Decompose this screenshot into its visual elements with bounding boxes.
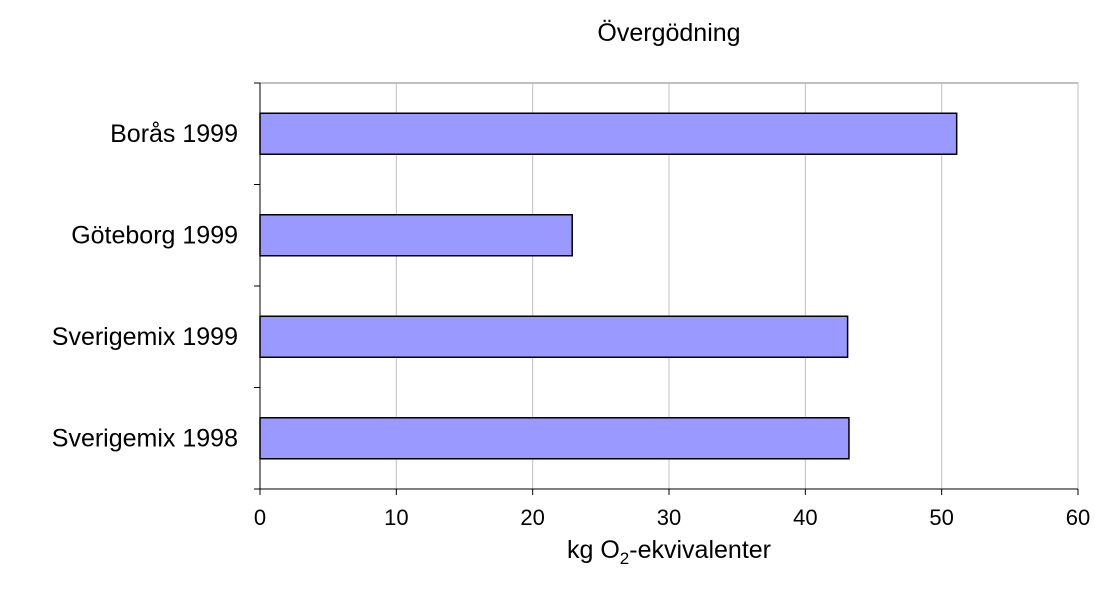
x-tick-label-20: 20 [520, 505, 544, 530]
bar-2 [259, 315, 849, 358]
x-axis-label: kg O2-ekvivalenter [567, 536, 771, 568]
category-label-2: Sverigemix 1999 [52, 323, 238, 351]
bar-0 [259, 112, 958, 155]
x-axis-label-suffix: -ekvivalenter [629, 536, 771, 564]
x-tick-label-40: 40 [793, 505, 817, 530]
bar-1 [259, 214, 573, 257]
x-tick-label-50: 50 [929, 505, 953, 530]
category-label-3: Sverigemix 1998 [52, 424, 238, 452]
category-label-1: Göteborg 1999 [71, 221, 238, 249]
x-tick-label-10: 10 [384, 505, 408, 530]
bar-3 [259, 417, 850, 460]
x-axis-label-subscript: 2 [620, 549, 629, 568]
x-tick-label-60: 60 [1066, 505, 1090, 530]
x-tick-label-0: 0 [254, 505, 266, 530]
x-tick-label-30: 30 [657, 505, 681, 530]
category-label-0: Borås 1999 [110, 120, 238, 148]
x-axis-label-prefix: kg O [567, 536, 620, 564]
chart-title: Övergödning [597, 19, 740, 47]
